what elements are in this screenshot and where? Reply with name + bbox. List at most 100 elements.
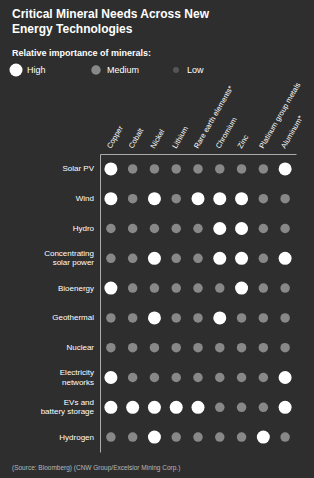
tick-label: EVs andbattery storage <box>41 398 95 416</box>
dot <box>215 283 225 293</box>
dot <box>235 282 248 295</box>
dot <box>259 283 269 293</box>
dot <box>193 432 203 442</box>
dot <box>193 164 203 174</box>
tick: Wind <box>76 194 100 203</box>
dot <box>259 373 269 383</box>
text-line: battery storage <box>41 407 95 416</box>
tick: Electricitynetworks <box>60 368 100 386</box>
legend-label: Low <box>187 65 204 75</box>
dot <box>150 224 160 234</box>
dot <box>259 224 269 234</box>
tick: Solar PV <box>62 164 100 173</box>
tick-label: Hydro <box>73 224 95 233</box>
tick-label: Geothermal <box>52 313 94 322</box>
dot <box>279 401 292 414</box>
text-line: Bioenergy <box>58 284 94 293</box>
dot <box>171 254 181 264</box>
x-axis: CopperCobaltNickelLithiumRare earth elem… <box>101 81 306 155</box>
dot <box>280 343 290 353</box>
dot <box>171 224 181 234</box>
dot <box>280 313 290 323</box>
dot <box>148 401 161 414</box>
dot <box>171 373 181 383</box>
dot <box>237 313 247 323</box>
tick-label: Concentratingsolar power <box>44 249 94 267</box>
dot <box>171 313 181 323</box>
tick: EVs andbattery storage <box>41 398 100 416</box>
tick: Chromium <box>214 116 239 154</box>
legend-swatch <box>10 64 23 77</box>
text-line: EVs and <box>64 398 94 407</box>
text-line: Energy Technologies <box>12 22 133 36</box>
text-line: Nuclear <box>66 343 94 352</box>
chart: Critical Mineral Needs Across NewEnergy … <box>0 0 314 478</box>
dot <box>235 192 248 205</box>
legend-item: High <box>10 64 46 77</box>
text-line: Hydrogen <box>59 433 94 442</box>
dot <box>213 192 226 205</box>
text-line: Wind <box>76 194 94 203</box>
dot <box>104 282 117 295</box>
dot <box>106 313 116 323</box>
dot <box>215 373 225 383</box>
dot <box>106 224 116 234</box>
text-line: networks <box>62 378 94 387</box>
dot <box>171 283 181 293</box>
dot <box>148 192 161 205</box>
dot <box>193 313 203 323</box>
dot <box>280 283 290 293</box>
dot <box>237 403 247 413</box>
dot <box>237 164 247 174</box>
dot <box>150 343 160 353</box>
tick: Zinc <box>235 133 250 154</box>
dot <box>104 401 117 414</box>
text-line: Electricity <box>60 368 94 377</box>
dot <box>193 254 203 264</box>
legend-swatch <box>91 65 101 75</box>
dot <box>193 283 203 293</box>
tick: Nickel <box>148 128 166 154</box>
tick: Bioenergy <box>58 284 100 293</box>
tick-label: Lithium <box>170 125 190 150</box>
dot <box>279 162 292 175</box>
dot <box>213 222 226 235</box>
dot <box>106 254 116 264</box>
dot <box>215 403 225 413</box>
dot <box>215 432 225 442</box>
legend: HighMediumLow <box>10 64 205 77</box>
dot <box>193 373 203 383</box>
legend-item: Low <box>173 65 204 75</box>
text-line: solar power <box>53 258 95 267</box>
tick-label: Nuclear <box>66 343 94 352</box>
dot <box>237 343 247 353</box>
dot <box>280 432 290 442</box>
tick-label: Nickel <box>148 128 166 150</box>
annotation: (Source: Bloomberg) (CNW Group/Excelsior… <box>12 464 180 472</box>
tick: Hydrogen <box>59 433 100 442</box>
dot <box>106 432 116 442</box>
y-axis: Solar PV Wind Hydro Concentratingsolar powe… <box>41 155 101 453</box>
dot <box>237 373 247 383</box>
legend-swatch <box>173 67 179 73</box>
dot <box>128 194 138 204</box>
dot <box>171 194 181 204</box>
dot <box>104 192 117 205</box>
dot <box>128 224 138 234</box>
dot <box>237 432 247 442</box>
dot <box>128 432 138 442</box>
dot <box>126 401 139 414</box>
dot <box>193 343 203 353</box>
dot <box>215 164 225 174</box>
dot <box>150 164 160 174</box>
tick: Nuclear <box>66 343 100 352</box>
dot <box>259 313 269 323</box>
tick-label: Aluminum* <box>279 114 305 150</box>
dot <box>215 343 225 353</box>
dot <box>259 343 269 353</box>
dot <box>128 254 138 264</box>
dot <box>280 194 290 204</box>
text-line: Hydro <box>73 224 95 233</box>
dot <box>259 194 269 204</box>
dot <box>213 252 226 265</box>
